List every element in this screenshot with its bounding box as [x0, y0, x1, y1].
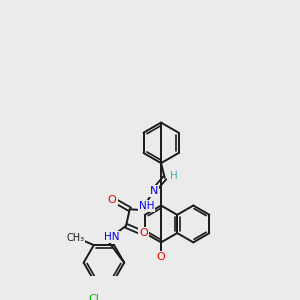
Text: H: H [170, 171, 178, 181]
Text: HN: HN [103, 232, 119, 242]
Text: N: N [149, 186, 158, 196]
Text: CH₃: CH₃ [66, 233, 84, 243]
Text: O: O [157, 252, 165, 262]
Text: NH: NH [139, 201, 154, 212]
Text: O: O [139, 228, 148, 238]
Text: Cl: Cl [88, 294, 99, 300]
Text: O: O [108, 195, 117, 205]
